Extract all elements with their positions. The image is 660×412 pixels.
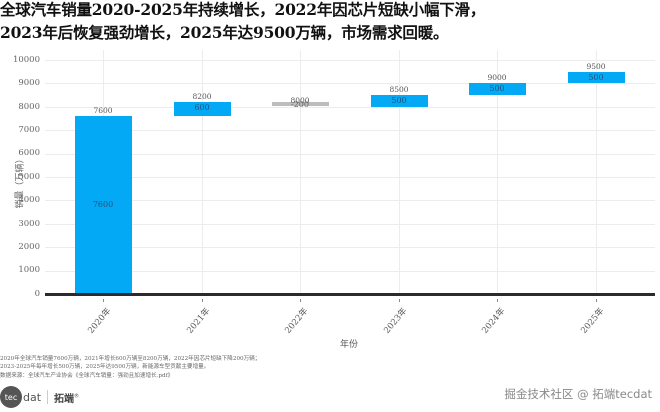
bar-inner-label-2024: 500 [489,84,505,93]
bar-inner-label-2020: 7600 [92,200,114,209]
gridline-v-2024 [497,50,498,294]
y-axis-label: 销量（万辆） [15,154,26,209]
bar-2021 [174,102,231,116]
gridline-4000 [45,200,655,202]
xtick-mark-2024 [497,299,498,302]
ytick-6000: 6000 [18,148,40,158]
bar-2022 [272,102,329,106]
xtick-2020: 2020年 [86,306,114,336]
gridline-7000 [45,130,655,132]
logo-divider [47,390,49,404]
chart-title-line2: 2023年后恢复强劲增长，2025年达9500万辆，市场需求回暖。 [0,23,449,42]
logo-cn: 拓端® [54,390,80,405]
gridline-6000 [45,153,655,155]
gridline-1000 [45,270,655,272]
xtick-mark-2021 [202,299,203,302]
caption-source: 数据来源：全球汽车产业协会《全球汽车销量：强劲且加速增长.pdf》 [0,372,174,379]
tecdat-logo: tec dat 拓端® [0,386,79,408]
gridline-8000 [45,106,655,108]
bar-inner-label-2025: 500 [588,73,604,82]
caption-line2: 2023-2025年每年增长500万辆，2025年达9500万辆，新能源车型贡献… [0,364,210,371]
xtick-mark-2023 [399,299,400,302]
xtick-2021: 2021年 [185,306,213,336]
ytick-1000: 1000 [18,265,40,275]
xtick-mark-2025 [596,299,597,302]
ytick-7000: 7000 [18,125,40,135]
ytick-4000: 4000 [18,195,40,205]
gridline-v-2025 [596,50,597,294]
bar-inner-label-2023: 500 [391,96,407,105]
bar-top-label-2025: 9500 [586,62,606,71]
ytick-3000: 3000 [18,219,40,229]
watermark: 掘金技术社区 @ 拓端tecdat [504,387,652,401]
bar-top-label-2024: 9000 [487,73,507,82]
zero-baseline [45,293,655,296]
xtick-mark-2022 [300,299,301,302]
xtick-2024: 2024年 [480,306,508,336]
ytick-8000: 8000 [18,102,40,112]
logo-cn-text: 拓端 [54,393,75,405]
registered-mark: ® [74,393,80,400]
gridline-2000 [45,247,655,249]
bar-inner-label-2022: -200 [291,100,309,109]
gridline-5000 [45,177,655,178]
xtick-2023: 2023年 [382,306,410,336]
gridline-9000 [45,83,655,85]
caption-line1: 2020年全球汽车销量7600万辆，2021年增长600万辆至8200万辆，20… [0,356,261,362]
bar-2023 [371,95,428,107]
bar-top-label-2021: 8200 [192,92,212,101]
ytick-0: 0 [34,289,40,299]
xtick-2022: 2022年 [283,306,311,336]
plot-area: 7600 8200 8000 8500 9000 9500 7600 600 -… [45,50,655,300]
bar-top-label-2023: 8500 [389,85,409,94]
bar-2024 [469,83,526,95]
gridline-v-2022 [300,50,301,294]
logo-text: dat [23,390,42,404]
ytick-9000: 9000 [18,78,40,88]
xtick-2025: 2025年 [579,306,607,336]
bar-inner-label-2021: 600 [194,103,210,112]
ytick-5000: 5000 [18,172,40,182]
gridline-v-2021 [202,50,203,294]
x-axis-label: 年份 [340,340,359,350]
bar-2020 [75,116,132,294]
gridline-v-2023 [399,50,400,294]
gridline-10000 [45,60,655,61]
xtick-mark-2020 [103,299,104,302]
chart-title: 全球汽车销量2020-2025年持续增长，2022年因芯片短缺小幅下滑， 202… [0,0,660,44]
ytick-10000: 10000 [12,55,40,65]
bar-top-label-2022: 8000 [290,96,310,105]
ytick-2000: 2000 [18,242,40,252]
logo-circle-icon: tec [0,386,22,408]
chart-caption: 2020年全球汽车销量7600万辆，2021年增长600万辆至8200万辆，20… [0,355,260,380]
bar-top-label-2020: 7600 [93,106,113,115]
bar-2025 [568,72,625,83]
chart-title-line1: 全球汽车销量2020-2025年持续增长，2022年因芯片短缺小幅下滑， [0,0,486,19]
gridline-3000 [45,223,655,225]
